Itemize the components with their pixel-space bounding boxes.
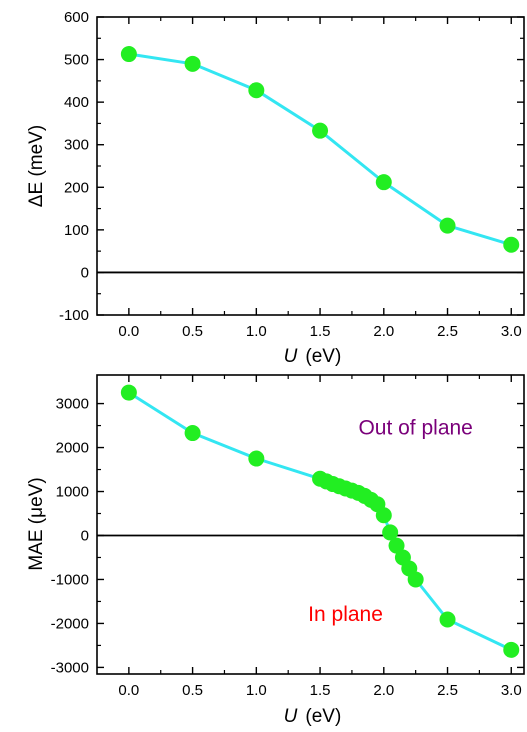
x-axis-label: U (eV) (284, 346, 342, 367)
x-axis-label-unit: (eV) (305, 706, 341, 727)
data-point (503, 641, 520, 658)
plot-frame (96, 374, 525, 675)
data-point (407, 571, 424, 588)
x-tick-label: 1.5 (310, 682, 331, 699)
plot-frame (96, 16, 525, 316)
x-tick-label: 0.0 (118, 682, 139, 699)
data-point (184, 55, 201, 72)
x-tick-label: 3.0 (501, 682, 522, 699)
y-tick-label: 300 (64, 137, 89, 154)
x-tick-label: 1.0 (246, 682, 267, 699)
y-tick-label: 0 (81, 264, 89, 281)
series-line (128, 52, 512, 247)
x-tick-label: 0.5 (182, 682, 203, 699)
data-point (503, 236, 520, 253)
x-tick-label: 2.0 (373, 682, 394, 699)
y-tick-label: 0 (81, 527, 89, 544)
data-point (248, 450, 265, 467)
mae-panel: 0.0 0.5 1.0 1.5 2.0 2.5 3.0 -3000 -2000 -1000 0 100… (26, 374, 525, 727)
y-tick-label: 500 (64, 52, 89, 69)
y-axis-label: MAE (μeV) (26, 477, 47, 570)
x-tick-label: 0.5 (182, 323, 203, 340)
data-point (439, 217, 456, 234)
y-axis-label: ΔE (meV) (26, 125, 47, 207)
x-tick-label: 2.0 (373, 323, 394, 340)
y-tick-label: -2000 (51, 615, 89, 632)
data-point (382, 524, 399, 541)
y-tick-label: 200 (64, 179, 89, 196)
y-tick-label: 3000 (56, 396, 89, 413)
y-tick-label: 100 (64, 222, 89, 239)
x-tick-label: 3.0 (501, 323, 522, 340)
y-tick-label: -3000 (51, 659, 89, 676)
x-tick-label: 2.5 (437, 682, 458, 699)
x-axis-label-symbol: U (284, 346, 298, 367)
x-axis-label-unit: (eV) (305, 346, 341, 367)
x-tick-label: 1.5 (310, 323, 331, 340)
data-point (439, 611, 456, 628)
y-tick-label: 2000 (56, 440, 89, 457)
x-tick-label: 1.0 (246, 323, 267, 340)
data-point (184, 425, 201, 442)
data-point (388, 537, 405, 554)
data-point (120, 384, 137, 401)
x-axis-label: U (eV) (284, 706, 342, 727)
energy-difference-panel: 0.0 0.5 1.0 1.5 2.0 2.5 3.0 -100 0 100 200 300 400 50… (26, 9, 525, 367)
y-tick-label: 400 (64, 94, 89, 111)
y-tick-label: 1000 (56, 484, 89, 501)
data-point (375, 174, 392, 191)
x-axis-label-symbol: U (284, 706, 298, 727)
y-tick-label: 600 (64, 9, 89, 26)
annotation-label: Out of plane (358, 416, 472, 439)
y-tick-label: -100 (59, 307, 89, 324)
annotation-label: In plane (308, 603, 383, 626)
y-tick-label: -1000 (51, 571, 89, 588)
data-point (248, 82, 265, 99)
x-tick-label: 2.5 (437, 323, 458, 340)
x-tick-label: 0.0 (118, 323, 139, 340)
data-point (375, 507, 392, 524)
data-point (120, 46, 137, 63)
data-point (312, 122, 329, 139)
